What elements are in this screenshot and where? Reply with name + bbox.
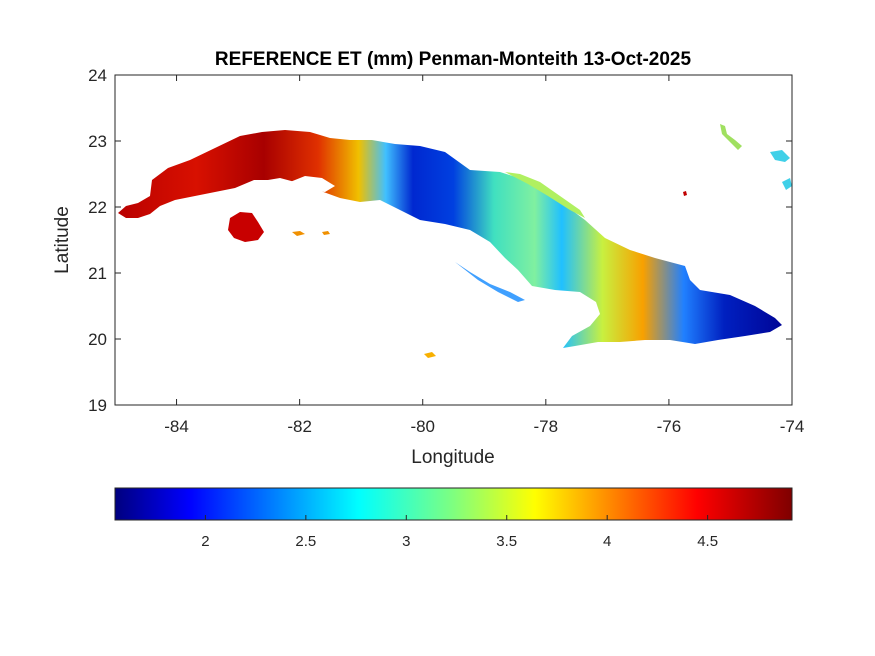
cays-south-west xyxy=(292,231,330,236)
main-island xyxy=(118,130,782,348)
bahamas-islands xyxy=(770,150,792,190)
x-tick-label: -84 xyxy=(164,417,189,436)
map-layer xyxy=(118,124,792,358)
x-tick-label: -82 xyxy=(287,417,312,436)
bahamas-islet-green xyxy=(720,124,742,150)
x-tick-label: -78 xyxy=(534,417,559,436)
isla-de-la-juventud xyxy=(228,212,264,242)
y-axis-ticks: 19 20 21 22 23 24 xyxy=(88,66,792,415)
y-tick-label: 23 xyxy=(88,132,107,151)
northern-cays xyxy=(505,172,585,218)
y-tick-label: 21 xyxy=(88,264,107,283)
colorbar-tick-label: 3 xyxy=(402,533,410,550)
colorbar-tick-label: 2 xyxy=(201,533,209,550)
chart-title: REFERENCE ET (mm) Penman-Monteith 13-Oct… xyxy=(215,49,692,70)
y-tick-label: 19 xyxy=(88,396,107,415)
y-tick-label: 22 xyxy=(88,198,107,217)
colorbar-ticks: 2 2.5 3 3.5 4 4.5 xyxy=(201,515,718,550)
southern-cays xyxy=(455,262,525,302)
small-islet-east xyxy=(683,191,687,196)
coastal-bay xyxy=(290,176,335,192)
y-tick-label: 24 xyxy=(88,66,107,85)
y-axis-label: Latitude xyxy=(52,206,73,274)
colorbar xyxy=(114,487,793,521)
colorbar-tick-label: 3.5 xyxy=(496,533,517,550)
x-tick-label: -80 xyxy=(410,417,435,436)
colorbar-tick-label: 2.5 xyxy=(295,533,316,550)
x-axis-ticks: -84 -82 -80 -78 -76 -74 xyxy=(164,75,804,436)
small-islet-south xyxy=(424,352,436,358)
colorbar-tick-label: 4 xyxy=(603,533,611,550)
plot-frame xyxy=(114,74,793,406)
x-tick-label: -76 xyxy=(657,417,682,436)
colorbar-tick-label: 4.5 xyxy=(697,533,718,550)
y-tick-label: 20 xyxy=(88,330,107,349)
x-axis-label: Longitude xyxy=(411,447,494,468)
x-tick-label: -74 xyxy=(780,417,805,436)
